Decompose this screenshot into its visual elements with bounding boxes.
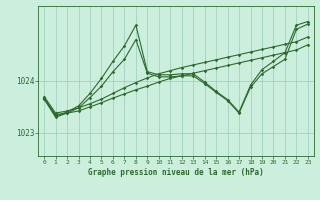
X-axis label: Graphe pression niveau de la mer (hPa): Graphe pression niveau de la mer (hPa) <box>88 168 264 177</box>
